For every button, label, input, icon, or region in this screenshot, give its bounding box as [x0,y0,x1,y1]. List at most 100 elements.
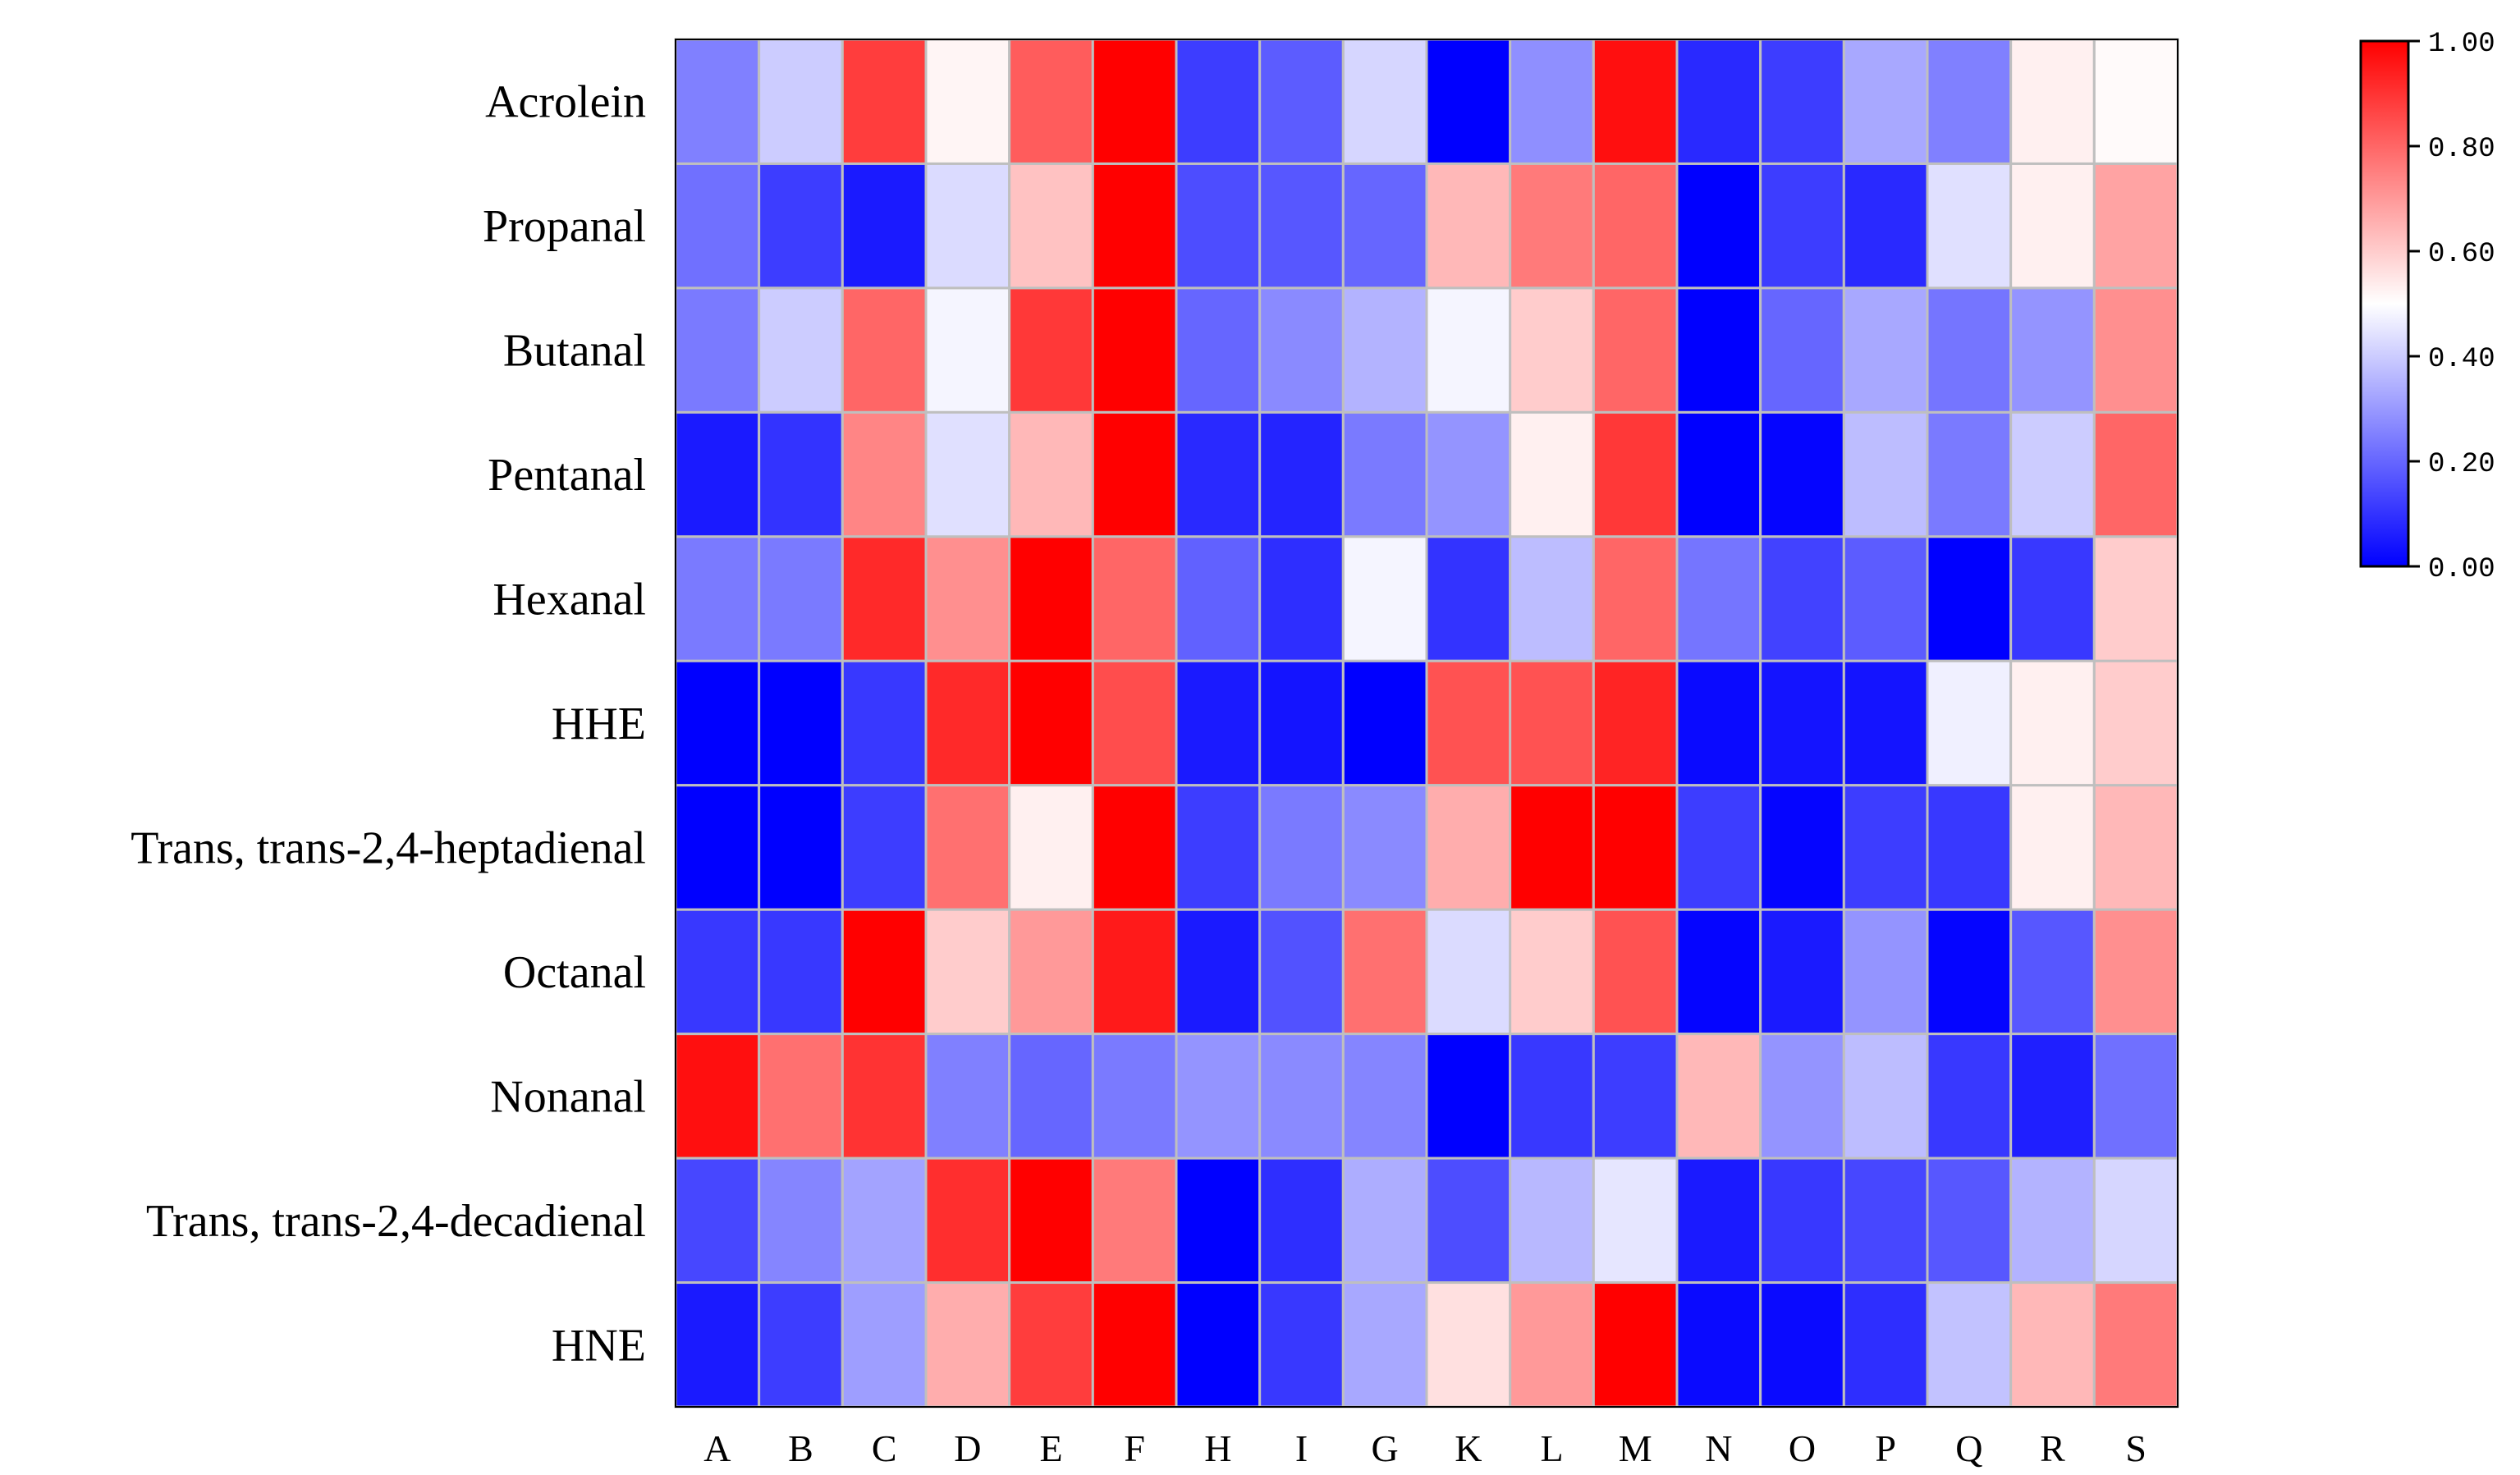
colorbar-tick-label: 1.00 [2428,29,2495,60]
heatmap-cell [1175,659,1262,787]
heatmap-cell [1258,38,1345,165]
heatmap-cell [1842,1033,1929,1160]
heatmap-cell [2009,1281,2096,1409]
heatmap-cell [1592,784,1679,911]
heatmap-cell [924,162,1011,290]
heatmap-cell [2092,410,2179,538]
heatmap-cell [1509,1281,1595,1409]
heatmap-cell [1341,659,1428,787]
plot-frame [675,39,2179,1408]
heatmap-cell [2092,535,2179,662]
heatmap-cell [1258,286,1345,414]
heatmap-cell [758,410,844,538]
heatmap-cell [2092,659,2179,787]
heatmap-cell [1091,162,1178,290]
heatmap-cell [1008,908,1094,1036]
row-label: Pentanal [488,450,646,501]
heatmap-cell [1175,1157,1262,1285]
heatmap-cell [841,535,928,662]
heatmap-cell [2092,1033,2179,1160]
heatmap-cell [1675,784,1762,911]
heatmap-cell [758,1033,844,1160]
heatmap-cell [1592,535,1679,662]
heatmap-cell [1759,1033,1845,1160]
column-label: D [954,1427,981,1469]
heatmap-cell [1675,286,1762,414]
heatmap-cell [1759,162,1845,290]
heatmap-cell [674,535,761,662]
heatmap-cell [1926,286,2013,414]
heatmap-cell [1759,1281,1845,1409]
column-label: I [1295,1427,1308,1469]
heatmap-cell [2009,784,2096,911]
heatmap-cell [1008,162,1094,290]
heatmap-cell [1509,1157,1595,1285]
row-labels: Acrolein Propanal Butanal Pentanal Hexanal HH… [131,77,646,1372]
heatmap-cell [841,38,928,165]
heatmap-cell [1509,908,1595,1036]
heatmap-cell [1091,410,1178,538]
heatmap-cell [1091,659,1178,787]
heatmap-cell [1842,286,1929,414]
heatmap-cell [1258,1281,1345,1409]
heatmap-cell [1175,1033,1262,1160]
heatmap-cell [1425,908,1512,1036]
heatmap-cell [1425,286,1512,414]
heatmap-cell [1509,784,1595,911]
row-label: HNE [552,1320,646,1371]
row-label: Nonanal [490,1071,646,1122]
row-label: Octanal [503,947,646,998]
heatmap-cell [2092,784,2179,911]
heatmap-cell [1842,162,1929,290]
heatmap-cell [1842,659,1929,787]
column-label: B [788,1427,813,1469]
heatmap-cell [1008,784,1094,911]
heatmap-cell [1592,286,1679,414]
colorbar: 0.00 0.20 0.40 0.60 0.80 1.00 [2359,29,2495,585]
heatmap-cell [1175,162,1262,290]
heatmap-cell [2092,1157,2179,1285]
heatmap-cell [2009,1157,2096,1285]
heatmap-cell [841,286,928,414]
heatmap-cell [924,784,1011,911]
heatmap-cell [1341,535,1428,662]
heatmap-cell [758,659,844,787]
heatmap-cell [1926,659,2013,787]
heatmap-cell [1675,908,1762,1036]
heatmap-cell [1926,784,2013,911]
heatmap-cell [674,1033,761,1160]
heatmap-cell [1509,1033,1595,1160]
heatmap-cell [2092,1281,2179,1409]
heatmap-cell [2092,38,2179,165]
heatmap-cell [2092,162,2179,290]
heatmap-cell [1425,659,1512,787]
heatmap-cell [1926,410,2013,538]
heatmap-cell [841,162,928,290]
row-label: Butanal [503,326,646,377]
heatmap-cell [1008,1033,1094,1160]
colorbar-tick-label: 0.80 [2428,134,2495,165]
heatmap-cell [1592,908,1679,1036]
heatmap-cell [1091,1281,1178,1409]
heatmap-cells [674,38,2179,1409]
heatmap-cell [1926,908,2013,1036]
heatmap-cell [1842,38,1929,165]
heatmap-cell [1926,535,2013,662]
heatmap-cell [2092,286,2179,414]
heatmap-cell [2009,286,2096,414]
heatmap-cell [2009,162,2096,290]
heatmap-cell [924,1157,1011,1285]
heatmap-cell [1509,286,1595,414]
heatmap-cell [1258,1157,1345,1285]
heatmap-cell [1258,784,1345,911]
heatmap-cell [1175,784,1262,911]
heatmap-cell [1759,286,1845,414]
column-label: R [2040,1427,2065,1469]
heatmap-cell [674,1157,761,1285]
colorbar-gradient [2359,39,2410,568]
row-label: Trans, trans-2,4-heptadienal [131,822,646,873]
heatmap-cell [1592,1033,1679,1160]
heatmap-cell [924,535,1011,662]
heatmap-cell [1675,410,1762,538]
heatmap-cell [1425,784,1512,911]
